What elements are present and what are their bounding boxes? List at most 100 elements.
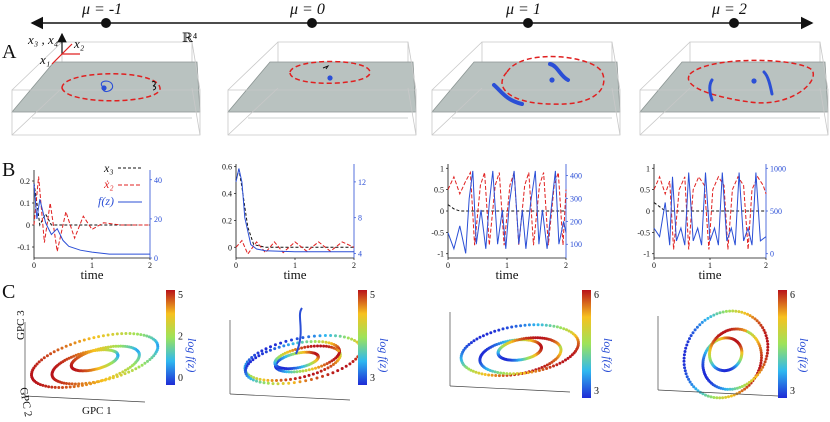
scatter-point [128, 332, 132, 335]
y-tick-label-right: 100 [570, 240, 582, 249]
scatter-point [541, 368, 545, 371]
axis-label-x2: x₂ [73, 36, 85, 51]
scatter-point [764, 334, 768, 338]
scatter-point [765, 351, 769, 355]
scatter-point [319, 344, 323, 348]
axis-line [229, 393, 351, 401]
scatter-point [505, 372, 509, 376]
scatter-point [56, 348, 60, 352]
box-edge [639, 41, 691, 91]
scatter-point [128, 365, 132, 369]
box-edge [639, 87, 691, 136]
scatter-point [307, 368, 311, 372]
scatter-point [119, 373, 123, 377]
plane [639, 61, 829, 113]
scatter-point [475, 337, 479, 341]
scatter-point [478, 335, 482, 339]
scatter-point [70, 382, 74, 386]
colorbar-tick: 3 [370, 373, 375, 384]
scatter-point [327, 341, 331, 345]
scatter-point [281, 382, 285, 385]
y-tick-label-right: 12 [358, 178, 366, 187]
scatter-point [134, 367, 138, 371]
scatter-point [735, 386, 739, 390]
y-tick-label-right: 4 [358, 250, 362, 259]
panel-letter-b: B [2, 159, 15, 181]
scatter-point [477, 371, 481, 375]
x-tick-label: 2 [764, 261, 768, 270]
scatter-point [251, 378, 255, 382]
scatter-point [42, 356, 46, 360]
scatter-point [738, 385, 742, 389]
scatter-point [350, 337, 354, 341]
scatter-point [465, 344, 469, 348]
scatter-point [704, 393, 707, 397]
x-tick-label: 2 [352, 261, 356, 270]
scatter-point [760, 353, 763, 357]
scatter-point [555, 363, 559, 367]
scatter-point [522, 337, 526, 341]
y-tick-label: -1 [643, 250, 650, 259]
scatter-point [532, 323, 536, 327]
series-line [653, 175, 767, 250]
legend: x₃ ẋ₂ f(z) [98, 161, 142, 208]
scatter-point [279, 378, 283, 382]
state-space-box [227, 41, 417, 136]
scatter-point [115, 375, 119, 378]
scatter-point [732, 393, 736, 397]
scatter-point [92, 349, 96, 352]
axes-triad: x₃ , x₄ x₂ x₁ ℝ⁴ [27, 30, 198, 67]
scatter-point [751, 315, 755, 319]
scatter-point [338, 334, 342, 338]
scatter-point [757, 321, 761, 325]
scatter-point [101, 334, 105, 338]
colorbar-title: log f(z) [185, 338, 199, 372]
scatter-point [311, 372, 315, 376]
scatter-point [312, 334, 316, 338]
x-tick-label: 2 [148, 261, 152, 270]
scatter-point [718, 396, 722, 400]
state-space-box [11, 41, 201, 136]
scatter-point [693, 328, 697, 332]
scatter-point [249, 374, 253, 378]
scatter-point [480, 372, 484, 376]
scatter-point [758, 370, 761, 374]
series-line [653, 172, 767, 246]
scatter-point [47, 385, 51, 389]
scatter-point [300, 346, 304, 350]
scatter-point [115, 332, 119, 336]
scatter-point [761, 326, 765, 330]
scatter-point [137, 365, 141, 369]
scatter-point [698, 323, 702, 327]
scatter-point [686, 340, 690, 344]
series-line [33, 183, 150, 227]
state-space-box [431, 41, 621, 136]
scatter-point [329, 334, 333, 337]
trajectory-segment [548, 62, 570, 82]
scatter-point [298, 380, 302, 384]
y-tick-label: 1 [440, 164, 444, 173]
series-line [235, 169, 354, 248]
scatter-point [737, 310, 741, 314]
scatter-point [490, 373, 494, 377]
scatter-point [292, 370, 296, 374]
scatter-point [759, 368, 763, 372]
scatter-point [324, 344, 328, 348]
y-tick-label: -1 [437, 250, 444, 259]
scatter-point [766, 342, 770, 346]
scatter-point [527, 323, 531, 327]
scatter-point [703, 318, 707, 322]
scatter-point [534, 336, 537, 340]
scatter-point [752, 377, 756, 381]
scatter-point [529, 336, 533, 340]
y-tick-label: 0.5 [434, 186, 444, 195]
scatter-point [309, 340, 313, 344]
gpc-labels: GPC 3 GPC 2 GPC 1 [15, 310, 112, 418]
scatter-point [293, 377, 297, 381]
scatter-point [537, 369, 541, 372]
scatter-point [759, 323, 763, 327]
scatter-point [124, 332, 128, 335]
scatter-point [740, 310, 744, 314]
